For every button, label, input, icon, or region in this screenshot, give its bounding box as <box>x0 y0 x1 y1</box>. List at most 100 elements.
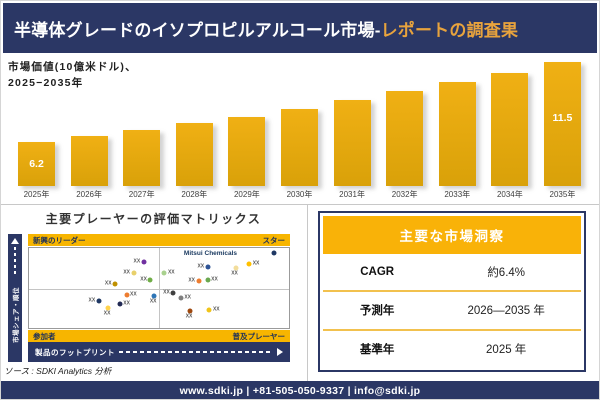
scatter-point-label: XX <box>185 313 193 320</box>
x-axis-tick-label: 2026年 <box>76 190 102 199</box>
insight-value: 約6.4% <box>487 267 526 280</box>
matrix-body: 新興のリーダー スター Mitsui Chemicals XX XX XX XX XX X… <box>28 234 290 362</box>
scatter-point: XX <box>197 263 211 270</box>
insights-table-header: 主要な市場洞察 <box>323 216 581 254</box>
matrix-y-axis-band: 市場シェア・順位 <box>8 234 22 362</box>
scatter-point-label: XX <box>167 269 175 276</box>
x-axis-tick-label: 2027年 <box>128 190 155 199</box>
x-axis-tick-label: 2035年 <box>549 190 576 199</box>
bar-chart-x-axis: 2025年 2026年 2027年 2028年 2029年 2030年 2031年 2032年… <box>18 189 581 200</box>
scatter-point-label: XX <box>211 276 218 283</box>
scatter-point-label: XX <box>163 289 170 296</box>
scatter-point-label: XX <box>140 276 147 283</box>
insight-label: 予測年 <box>359 305 395 318</box>
x-axis-tick-label: 2025年 <box>23 190 50 199</box>
insight-value: 2026—2035 年 <box>467 305 545 318</box>
bar-2030年 <box>280 109 318 186</box>
x-axis-tick-label: 2034年 <box>496 190 523 199</box>
bar-data-label: 11.5 <box>552 112 573 124</box>
scatter-point: XX <box>104 305 111 316</box>
scatter-point: XX <box>206 306 220 313</box>
dashed-line-vertical <box>14 247 16 275</box>
scatter-point: XX <box>140 277 153 283</box>
bar-2035年: 11.5 <box>543 62 581 186</box>
footer-contact-bar: www.sdki.jp | +81-505-050-9337 | info@sd… <box>0 381 600 400</box>
scatter-point: XX <box>133 258 147 265</box>
scatter-point-label: XX <box>188 277 196 284</box>
quadrant-label-stars: スター <box>262 235 286 245</box>
bar-2031年 <box>333 100 371 186</box>
bar-data-label: 6.2 <box>29 158 44 170</box>
insight-row: 予測年 2026—2035 年 <box>323 292 581 331</box>
insight-value: 2025 年 <box>486 343 527 356</box>
insight-label: CAGR <box>360 266 395 279</box>
scatter-point: XX <box>161 270 175 276</box>
x-axis-tick-label: 2029年 <box>233 190 260 199</box>
x-axis-tick-label: 2031年 <box>339 190 365 199</box>
scatter-point: XX <box>117 301 130 307</box>
page-title: 半導体グレードのイソプロピルアルコール市場-レポートの調査果 <box>14 16 518 41</box>
quadrant-line-horizontal <box>29 288 289 290</box>
bar-2033年 <box>438 82 476 186</box>
scatter-point: XX <box>188 278 202 284</box>
arrow-up-icon <box>11 238 19 244</box>
scatter-point-label: XX <box>104 280 112 287</box>
bar-2032年 <box>386 91 424 186</box>
scatter-point: XX <box>231 265 239 276</box>
bar-2026年 <box>70 136 108 186</box>
scatter-point-label: XX <box>212 306 220 313</box>
scatter-point: XX <box>105 280 118 287</box>
insight-row: CAGR 約6.4% <box>323 254 581 293</box>
scatter-point-label: XX <box>149 298 157 305</box>
scatter-point: XX <box>186 308 193 320</box>
x-axis-tick-label: 2030年 <box>286 190 313 199</box>
company-label-mitsui-chemicals: Mitsui Chemicals <box>183 250 238 257</box>
matrix-scatter-plot: Mitsui Chemicals XX XX XX XX XX XX XX XX XX XX XX X… <box>28 247 290 329</box>
matrix-top-band: 新興のリーダー スター <box>28 234 290 246</box>
bar-2027年 <box>123 130 161 186</box>
matrix-y-axis-label: 市場シェア・順位 <box>13 287 20 343</box>
scatter-point-label: XX <box>197 263 205 270</box>
dashed-line-horizontal <box>119 351 273 353</box>
matrix-bottom-band: 参加者 普及プレーヤー <box>28 330 290 342</box>
scatter-point-label: XX <box>133 258 141 265</box>
scatter-point <box>271 250 277 256</box>
quadrant-label-emerging-leaders: 新興のリーダー <box>33 235 86 245</box>
scatter-point: XX <box>123 270 137 276</box>
scatter-point-label: XX <box>123 300 130 307</box>
insights-table-body: CAGR 約6.4% 予測年 2026—2035 年基準年 2025 年 <box>323 254 581 367</box>
header-banner: 半導体グレードのイソプロピルアルコール市場-レポートの調査果 <box>3 3 597 53</box>
chart-subtitle: 市場価値(10億米ドル)、 2025−2035年 <box>8 60 137 92</box>
scatter-point-label: XX <box>123 269 131 276</box>
scatter-point-label: XX <box>88 297 96 304</box>
source-note: ソース : SDKI Analytics 分析 <box>4 366 112 376</box>
bar-2028年 <box>175 123 213 186</box>
quadrant-label-participants: 参加者 <box>33 331 56 341</box>
matrix-x-axis-label: 製品のフットプリント <box>35 347 115 357</box>
scatter-point: XX <box>178 294 191 301</box>
chart-subtitle-line2: 2025−2035年 <box>8 76 84 89</box>
x-axis-tick-label: 2032年 <box>391 190 418 199</box>
scatter-point: XX <box>124 291 137 298</box>
bar-2029年 <box>228 117 266 186</box>
scatter-point: XX <box>163 290 176 296</box>
scatter-point-label: XX <box>252 260 260 267</box>
insight-row: 基準年 2025 年 <box>323 331 581 367</box>
horizontal-divider <box>0 204 600 205</box>
scatter-point: XX <box>89 297 102 304</box>
matrix-x-axis-band: 製品のフットプリント <box>28 342 290 362</box>
scatter-point-label: XX <box>103 310 111 317</box>
page-title-accent: レポートの調査果 <box>380 20 519 40</box>
evaluation-matrix: 市場シェア・順位 新興のリーダー スター Mitsui Chemicals XX… <box>8 234 290 362</box>
page-title-main: 半導体グレードのイソプロピルアルコール市場- <box>14 20 381 40</box>
vertical-divider <box>307 204 308 381</box>
x-axis-tick-label: 2033年 <box>444 190 471 199</box>
matrix-section-title: 主要プレーヤーの評価マトリックス <box>45 212 262 226</box>
chart-subtitle-line1: 市場価値(10億米ドル)、 <box>8 61 137 73</box>
scatter-point-label: XX <box>231 270 238 277</box>
quadrant-label-pervasive-players: 普及プレーヤー <box>232 331 286 341</box>
scatter-point: XX <box>246 260 259 267</box>
insights-table: 主要な市場洞察 CAGR 約6.4% 予測年 2026—2035 年基準年 2025 年 <box>318 211 586 372</box>
scatter-point: XX <box>205 277 218 283</box>
quadrant-line-vertical <box>159 248 160 328</box>
